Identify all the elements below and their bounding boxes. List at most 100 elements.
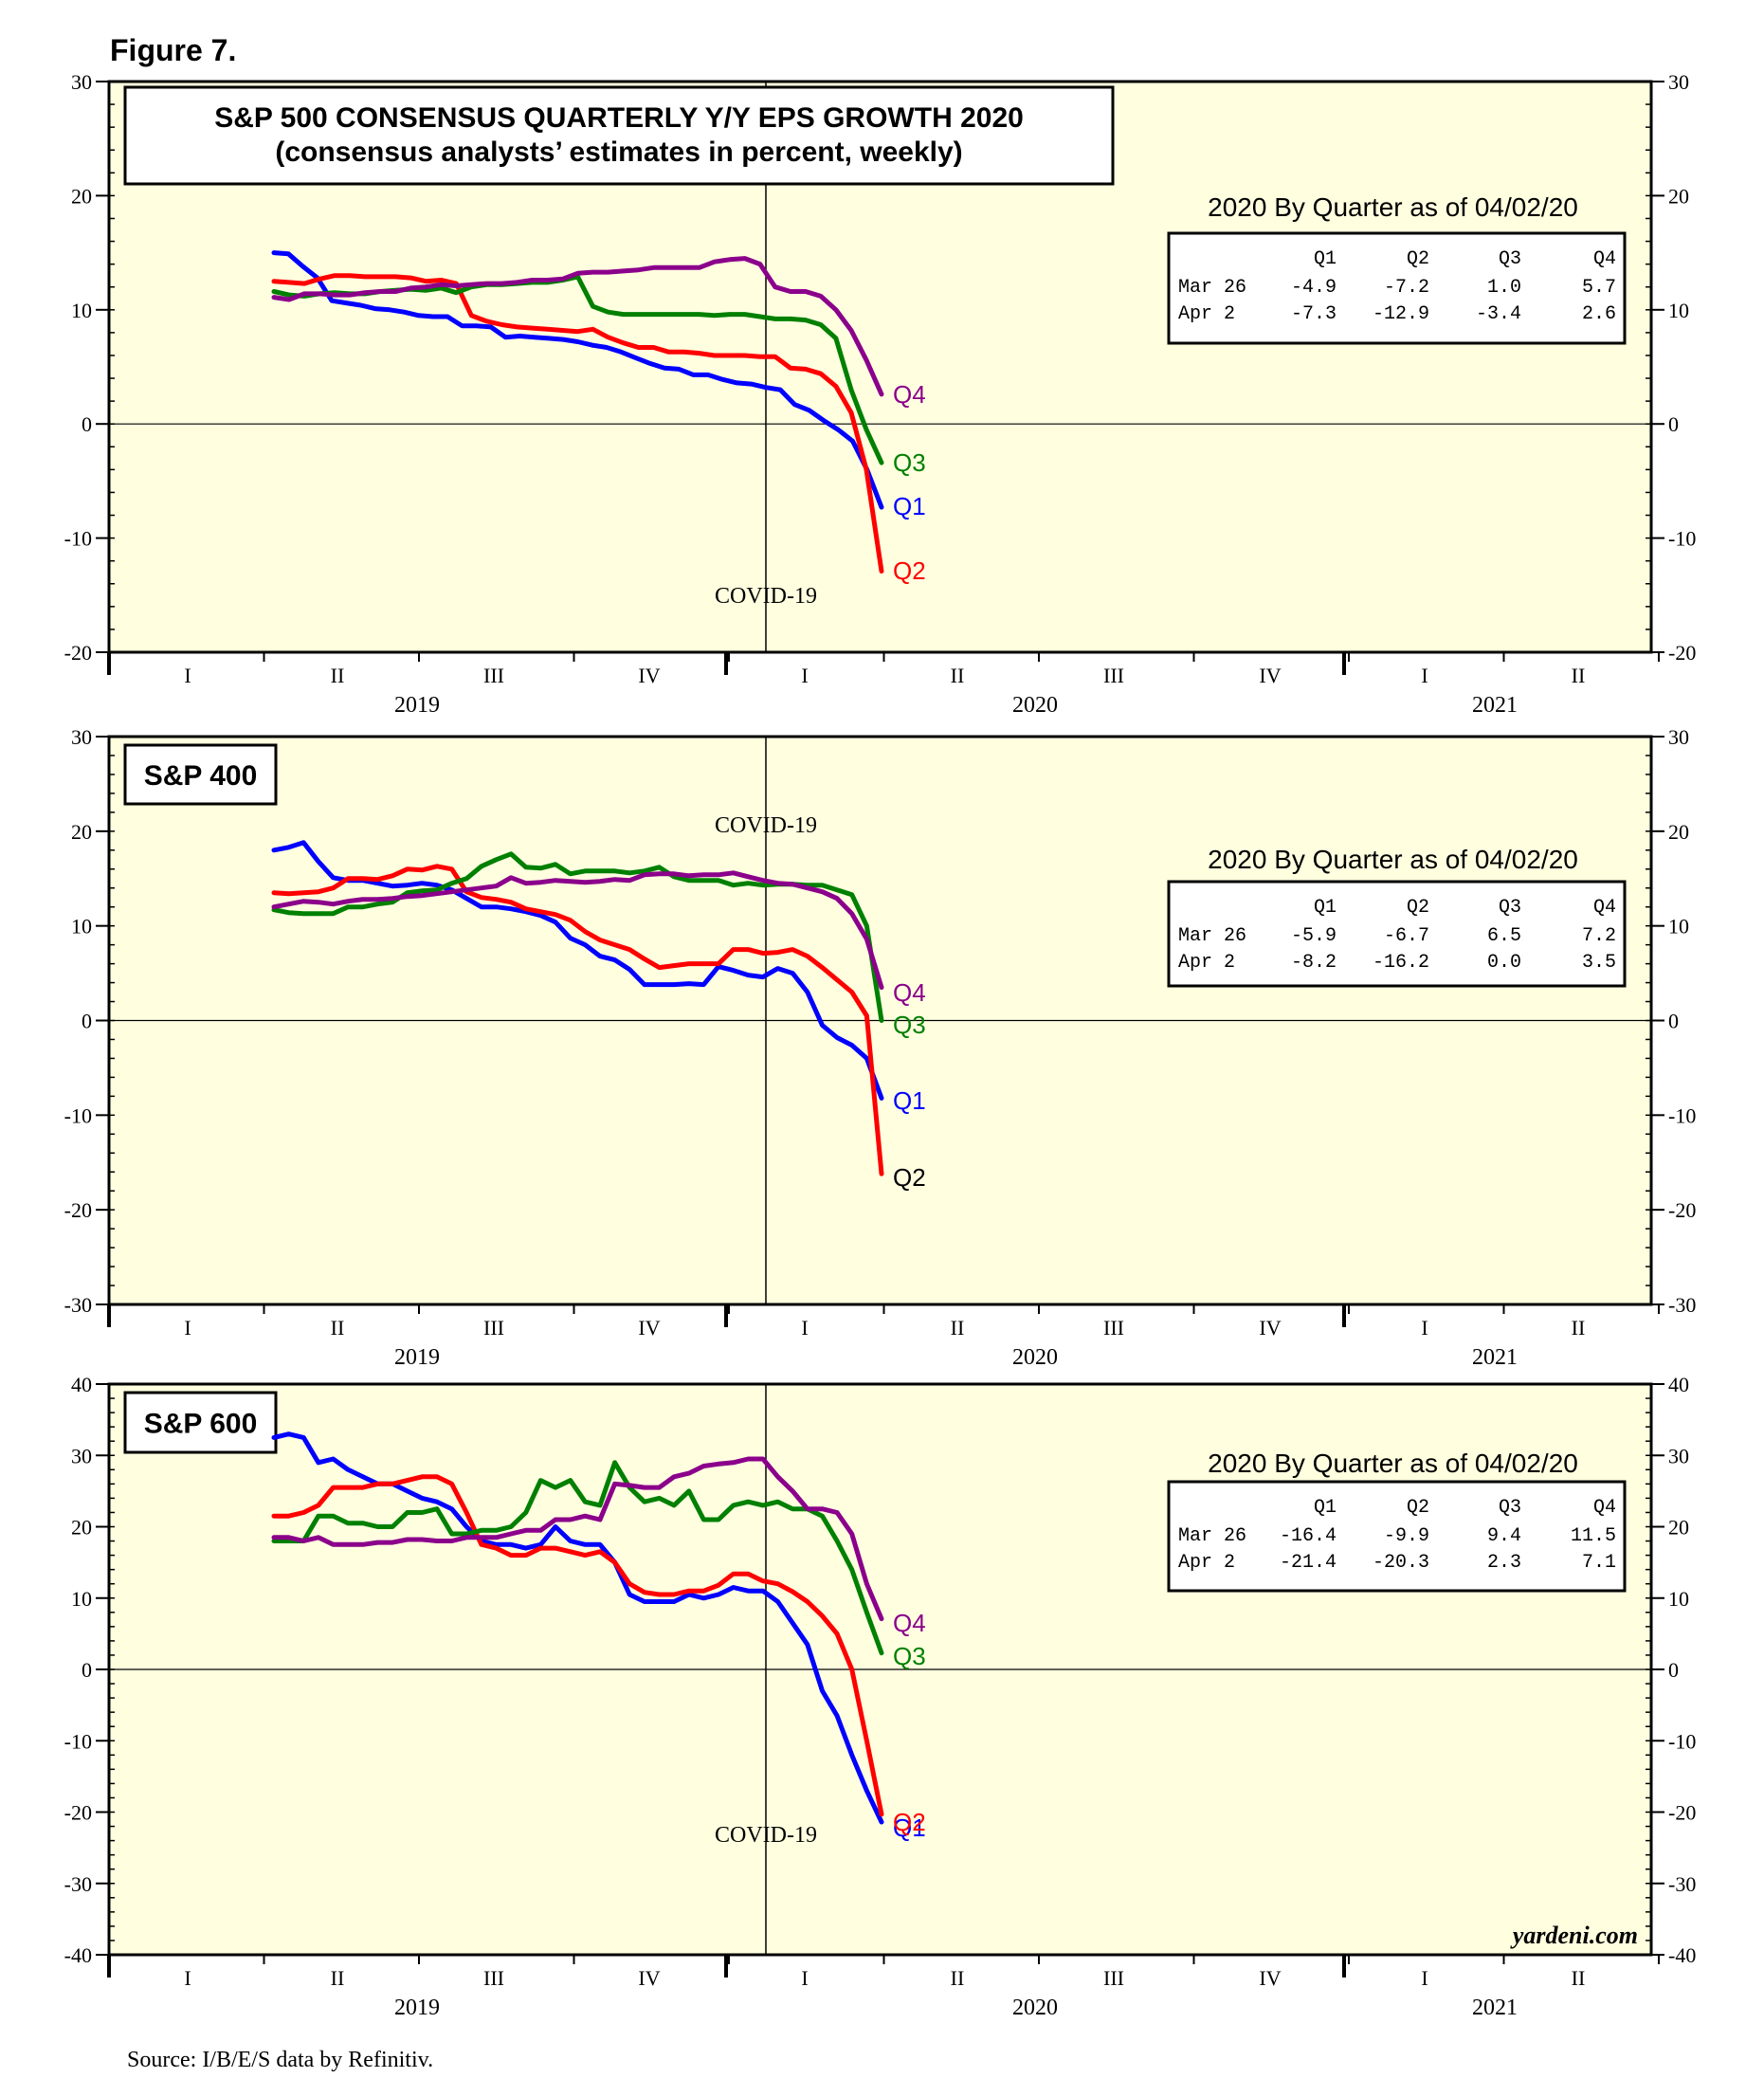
table-row-label: Mar 26 [1178, 277, 1246, 299]
series-line-q2 [271, 1474, 884, 1817]
x-quarter-label: II [1572, 664, 1586, 687]
x-quarter-label: I [184, 1316, 191, 1340]
x-year-label: 2019 [394, 693, 440, 718]
series-label-q2: Q2 [893, 1808, 926, 1836]
table-cell: -6.7 [1384, 925, 1429, 947]
x-quarter-label: II [331, 1316, 345, 1340]
y-tick-label-right: 10 [1668, 299, 1689, 322]
x-quarter-label: III [1103, 1316, 1124, 1340]
title-box [123, 1391, 278, 1454]
x-quarter-label: IV [1259, 664, 1281, 687]
covid-annotation: COVID-19 [715, 813, 817, 838]
figure-label: Figure 7. [110, 33, 236, 67]
x-quarter-label: II [331, 664, 345, 687]
table-row-label: Apr 2 [1178, 952, 1235, 974]
table-row-label: Mar 26 [1178, 925, 1246, 947]
series-label-q2: Q2 [893, 1163, 926, 1192]
table-cell: 11.5 [1571, 1525, 1616, 1547]
x-quarter-label: II [951, 1966, 965, 1990]
table-header-cell: Q2 [1407, 248, 1429, 270]
table-header-cell: Q1 [1314, 897, 1337, 919]
table-cell: -12.9 [1373, 303, 1429, 325]
table-cell: 7.2 [1582, 925, 1616, 947]
table-title: 2020 By Quarter as of 04/02/20 [1208, 192, 1578, 222]
y-tick-label-left: 40 [71, 1373, 92, 1396]
y-tick-label-left: -10 [64, 1103, 92, 1127]
x-quarter-label: I [801, 1316, 808, 1340]
covid-annotation: COVID-19 [715, 584, 817, 609]
x-quarter-label: II [331, 1966, 345, 1990]
y-tick-label-right: 20 [1668, 184, 1689, 208]
series-label-q4: Q4 [893, 978, 926, 1007]
series-label-q1: Q1 [893, 1086, 926, 1115]
x-year-label: 2021 [1472, 1996, 1518, 2020]
series-label-q4: Q4 [893, 380, 926, 409]
y-tick-label-left: 20 [71, 1516, 92, 1540]
x-quarter-label: IV [1259, 1316, 1281, 1340]
y-tick-label-right: 30 [1668, 1444, 1689, 1467]
x-quarter-label: IV [638, 1966, 660, 1990]
table-row-label: Apr 2 [1178, 1552, 1235, 1574]
covid-annotation: COVID-19 [715, 1823, 817, 1848]
x-quarter-label: I [801, 664, 808, 687]
series-line-q4 [271, 870, 884, 991]
table-header-cell: Q3 [1499, 248, 1521, 270]
y-tick-label-right: -10 [1668, 527, 1696, 551]
table-cell: -21.4 [1280, 1552, 1337, 1574]
y-tick-label-right: -20 [1668, 1198, 1696, 1222]
y-tick-label-right: 10 [1668, 915, 1689, 939]
x-quarter-label: I [1421, 1316, 1428, 1340]
table-header-cell: Q4 [1593, 897, 1616, 919]
x-year-label: 2020 [1012, 693, 1058, 718]
table-row-label: Apr 2 [1178, 303, 1235, 325]
y-tick-label-left: -20 [64, 1801, 92, 1825]
x-quarter-label: II [1572, 1316, 1586, 1340]
y-tick-label-left: -10 [64, 1729, 92, 1753]
table-cell: -5.9 [1291, 925, 1337, 947]
y-tick-label-left: -10 [64, 527, 92, 551]
table-cell: 6.5 [1487, 925, 1521, 947]
series-label-q3: Q3 [893, 1642, 926, 1670]
table-cell: 2.3 [1487, 1552, 1521, 1574]
x-quarter-label: IV [638, 664, 660, 687]
table-cell: -7.2 [1384, 277, 1429, 299]
table-cell: 9.4 [1487, 1525, 1521, 1547]
series-line-q4 [271, 1456, 884, 1622]
y-tick-label-left: -20 [64, 1198, 92, 1222]
chart-title: S&P 600 [144, 1409, 258, 1440]
x-quarter-label: III [1103, 1966, 1124, 1990]
y-tick-label-left: 20 [71, 820, 92, 844]
y-tick-label-right: 0 [1668, 412, 1679, 436]
x-quarter-label: II [951, 664, 965, 687]
y-tick-label-left: 20 [71, 184, 92, 208]
table-cell: -4.9 [1291, 277, 1337, 299]
series-line-q1 [271, 840, 884, 1101]
series-line-q2 [271, 273, 884, 574]
series-line-q4 [271, 256, 884, 397]
table-title: 2020 By Quarter as of 04/02/20 [1208, 1449, 1578, 1478]
y-tick-label-left: 10 [71, 1587, 92, 1611]
series-line-q2 [271, 864, 884, 1176]
y-tick-label-left: -20 [64, 641, 92, 665]
y-tick-label-right: -10 [1668, 1103, 1696, 1127]
x-year-label: 2020 [1012, 1345, 1058, 1370]
x-quarter-label: III [483, 1966, 504, 1990]
source-text: Source: I/B/E/S data by Refinitiv. [127, 2048, 433, 2072]
y-tick-label-left: 10 [71, 299, 92, 322]
x-year-label: 2020 [1012, 1996, 1058, 2020]
table-box [1167, 1480, 1627, 1593]
table-header-cell: Q1 [1314, 1497, 1337, 1519]
y-tick-label-right: 30 [1668, 725, 1689, 749]
table-cell: -16.2 [1373, 952, 1429, 974]
x-quarter-label: II [1572, 1966, 1586, 1990]
series-label-q3: Q3 [893, 448, 926, 477]
credit-text: yardeni.com [1510, 1922, 1638, 1949]
x-quarter-label: III [1103, 664, 1124, 687]
y-tick-label-left: 30 [71, 1444, 92, 1467]
x-quarter-label: III [483, 664, 504, 687]
chart-subtitle: (consensus analysts’ estimates in percen… [275, 137, 962, 168]
title-box [123, 85, 1115, 186]
